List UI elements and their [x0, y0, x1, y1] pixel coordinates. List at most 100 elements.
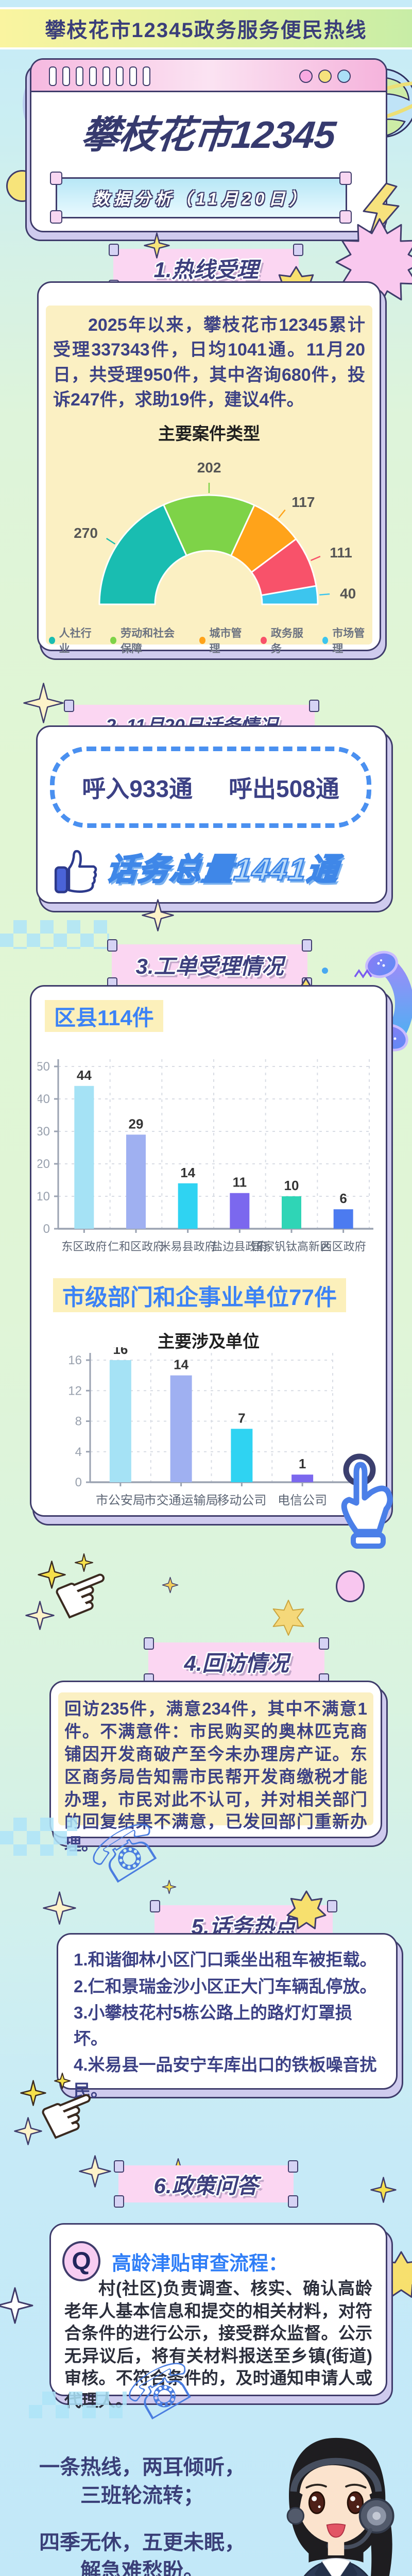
titlebar-bar: [76, 66, 83, 86]
banner-handle: [302, 939, 312, 952]
svg-text:10: 10: [38, 1190, 50, 1204]
svg-text:国家钒钛高新区: 国家钒钛高新区: [252, 1240, 331, 1253]
sparkle-icon: [54, 2073, 71, 2089]
sparkle-icon: [0, 2287, 33, 2324]
svg-text:44: 44: [77, 1067, 92, 1083]
svg-text:14: 14: [180, 1165, 195, 1180]
unit-bar-chart: 0 4 8 12 16 16 市公安局 14 市交通运输局 7 移动公司 1 电信公司: [68, 1347, 362, 1507]
sparkle-icon: [144, 232, 170, 259]
sparkle-icon: [25, 1601, 55, 1630]
banner-handle: [309, 700, 319, 712]
svg-text:6: 6: [339, 1191, 347, 1206]
sparkle-icon: [370, 2177, 397, 2203]
svg-text:270: 270: [74, 525, 98, 541]
section1-paragraph: 2025年以来，攀枝花市12345累计受理337343件，日均1041通。11月…: [53, 315, 365, 410]
section3-card: 区县114件 0 10 20 30 40 50 44 东区政府 29 仁和区政府 14 米易县政府 11…: [30, 985, 387, 1517]
svg-text:16: 16: [68, 1353, 82, 1367]
svg-text:1: 1: [299, 1456, 306, 1471]
call-counts-box: 呼入933通 呼出508通: [50, 747, 371, 828]
section2-card: 呼入933通 呼出508通 话务总量1441通: [36, 725, 387, 904]
svg-text:0: 0: [43, 1222, 50, 1236]
titlebar-bar: [89, 66, 97, 86]
gauge-legend: 人社行业 劳动和社会保障 城市管理 政务服务 市场管理: [49, 625, 368, 656]
list-item: 2.仁和景瑞金沙小区正大门车辆乱停放。: [74, 1976, 377, 1996]
selection-handle: [50, 172, 62, 185]
sparkle-icon: [142, 899, 174, 931]
case-type-gauge-chart: 270 202 117 111 40: [74, 460, 356, 605]
section6-banner-label: 6.政策问答: [153, 2173, 259, 2198]
svg-text:14: 14: [174, 1357, 188, 1372]
gauge-chart-title: 主要案件类型: [158, 424, 260, 443]
slogan-line: 四季无休，五更未眠，: [39, 2531, 245, 2554]
checkerboard-decoration: [29, 2392, 127, 2418]
banner-handle: [64, 700, 74, 712]
list-item: 4.米易县一品安宁车库出口的铁板噪音扰民。: [74, 2055, 377, 2100]
sparkle-icon: [38, 1561, 66, 1589]
slogan-line: 解急难愁盼。: [80, 2560, 204, 2576]
svg-text:东区政府: 东区政府: [61, 1240, 107, 1253]
section4-banner: 4.回访情况: [144, 1637, 329, 1686]
window-titlebar: [31, 60, 386, 92]
legend-item: 市场管理: [322, 625, 368, 656]
svg-text:市公安局: 市公安局: [96, 1494, 145, 1507]
legend-item: 劳动和社会保障: [110, 625, 184, 656]
section4-yellow-panel: [58, 1692, 373, 1825]
star-icon: [272, 1600, 304, 1636]
svg-text:0: 0: [75, 1476, 82, 1489]
click-hand-icon: [341, 1453, 393, 1549]
sparkle-icon: [20, 2080, 46, 2106]
banner-handle: [150, 1900, 160, 1912]
section3-banner-label: 3.工单受理情况: [135, 954, 284, 978]
svg-text:20: 20: [38, 1157, 50, 1171]
svg-text:40: 40: [340, 585, 356, 601]
slogan-line: 一条热线，两耳倾听，: [39, 2456, 245, 2479]
subtitle-box: 数据分析（11月20日）: [56, 177, 347, 218]
banner-handle: [114, 2160, 124, 2173]
total-calls-text: 话务总量1441通: [104, 852, 341, 888]
svg-text:8: 8: [75, 1415, 82, 1429]
list-item: 1.和谐御林小区门口乘坐出租车被拒载。: [74, 1950, 377, 1969]
legend-item: 人社行业: [49, 625, 95, 656]
svg-text:30: 30: [38, 1125, 50, 1139]
section1-card: 2025年以来，攀枝花市12345累计受理337343件，日均1041通。11月…: [37, 281, 381, 655]
svg-text:202: 202: [197, 460, 221, 476]
checkerboard-decoration: [0, 920, 109, 949]
section4-card: 回访235件，满意234件，其中不满意1件。不满意件：市民购买的奥林匹克商铺因开…: [49, 1681, 382, 1854]
operator-mascot: [286, 2437, 394, 2576]
section3-banner: 3.工单受理情况: [107, 939, 312, 990]
question-badge: Q: [62, 2241, 100, 2281]
selection-handle: [339, 172, 352, 185]
section4-paragraph: 回访235件，满意234件，其中不满意1件。不满意件：市民购买的奥林匹克商铺因开…: [64, 1699, 367, 1854]
sparkle-icon: [14, 2117, 42, 2145]
district-bar-chart: 0 10 20 30 40 50 44 东区政府 29 仁和区政府 14 米易县政府 11 盐边县政府 10…: [38, 1059, 373, 1253]
section6-card: Q 高龄津贴审查流程： 村(社区)负责调查、核实、确认高龄老年人基本信息和提交的…: [49, 2223, 387, 2410]
top-banner-title: 攀枝花市12345政务服务便民热线: [45, 19, 367, 42]
star-icon: [286, 1890, 327, 1929]
section1-banner-label: 1.热线受理: [153, 257, 259, 282]
sparkle-icon: [162, 1577, 179, 1594]
legend-item: 政务服务: [261, 625, 306, 656]
district-total-label: 区县114件: [45, 1000, 163, 1032]
svg-text:电信公司: 电信公司: [278, 1494, 327, 1507]
svg-text:市交通运输局: 市交通运输局: [144, 1494, 218, 1507]
svg-text:4: 4: [75, 1445, 82, 1459]
calls-out-value: 呼出508通: [229, 775, 339, 802]
section1-banner: 1.热线受理: [109, 244, 303, 292]
titlebar-bar: [116, 66, 124, 86]
svg-text:29: 29: [129, 1116, 144, 1131]
titlebar-circle-blue: [337, 70, 351, 83]
svg-text:移动公司: 移动公司: [217, 1494, 266, 1507]
checkerboard-decoration: [0, 1818, 77, 1856]
titlebar-bar: [49, 66, 57, 86]
section5-card: 1.和谐御林小区门口乘坐出租车被拒载。 2.仁和景瑞金沙小区正大门车辆乱停放。 …: [57, 1933, 398, 2100]
svg-text:西区政府: 西区政府: [321, 1240, 366, 1253]
banner-handle: [107, 939, 117, 952]
svg-text:10: 10: [284, 1178, 299, 1193]
banner-handle: [288, 2195, 298, 2208]
sparkle-icon: [79, 2155, 111, 2188]
svg-text:米易县政府: 米易县政府: [160, 1240, 216, 1253]
svg-text:7: 7: [238, 1410, 245, 1426]
city-total-label: 市级部门和企事业单位77件: [53, 1278, 346, 1312]
svg-text:12: 12: [68, 1384, 82, 1398]
svg-text:16: 16: [113, 1347, 128, 1357]
